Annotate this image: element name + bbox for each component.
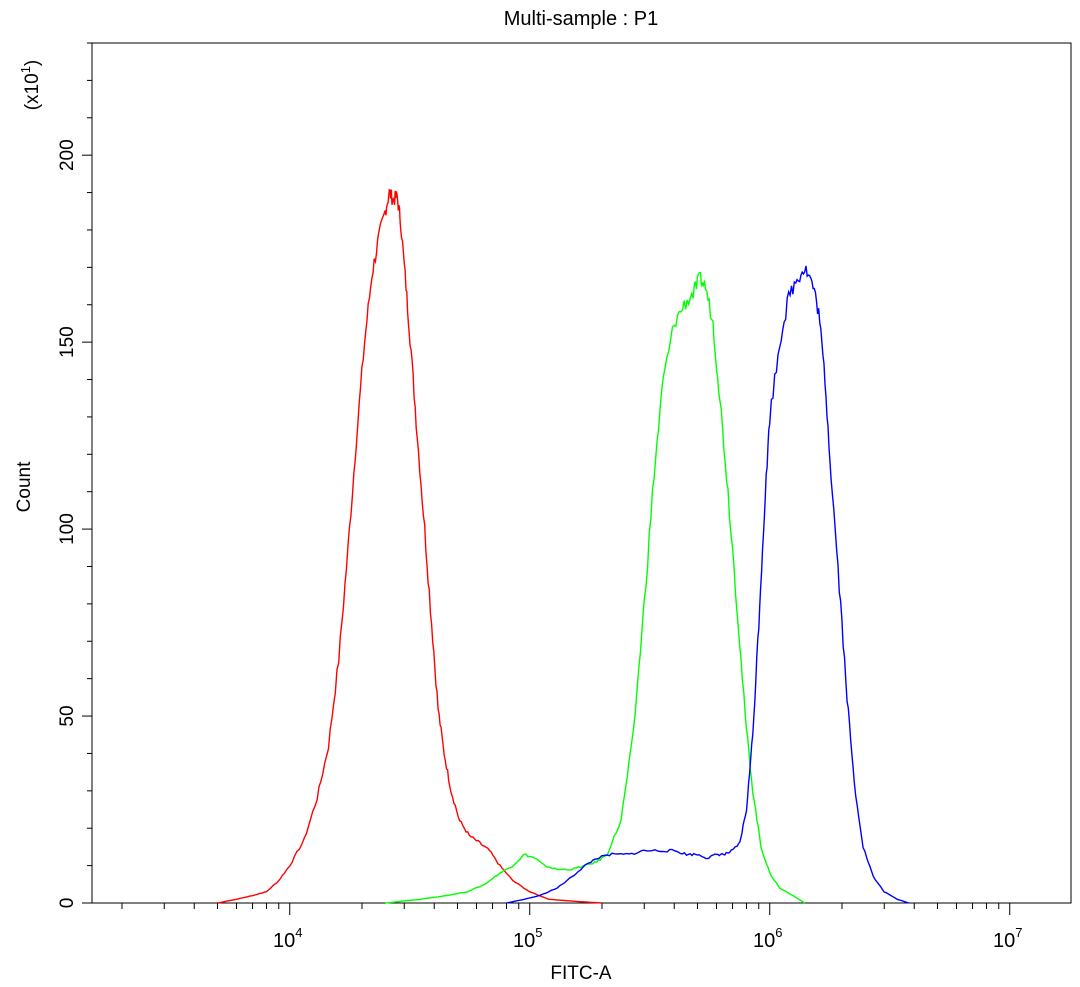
histogram-series-3 [506,265,910,904]
histogram-series-1 [217,188,603,904]
x-tick-label: 106 [753,925,782,952]
histogram-series-2 [385,271,806,904]
plot-area-frame [91,42,1072,904]
x-tick-label: 107 [993,925,1022,952]
svg-text:(x101): (x101) [18,60,43,111]
y-tick-label: 150 [57,326,78,358]
y-multiplier-base: (x10 [22,73,43,110]
y-tick-label: 200 [57,139,78,171]
x-axis-label: FITC-A [550,963,612,984]
y-multiplier-exp: 1 [18,66,33,73]
histogram-curves [217,188,910,904]
y-tick-label: 100 [57,513,78,545]
y-multiplier-close: ) [22,60,43,66]
x-axis-ticks: 104 105 106 107 [121,903,1022,952]
y-tick-label: 0 [57,898,78,909]
x-tick-label: 105 [513,925,542,952]
x-tick-label: 104 [273,925,302,952]
y-axis-multiplier: (x101) [18,60,43,111]
y-axis-ticks: 0 50 100 150 200 [57,42,92,909]
y-tick-label: 50 [57,705,78,726]
chart-title: Multi-sample : P1 [504,8,659,30]
y-axis-label: Count [14,461,35,512]
